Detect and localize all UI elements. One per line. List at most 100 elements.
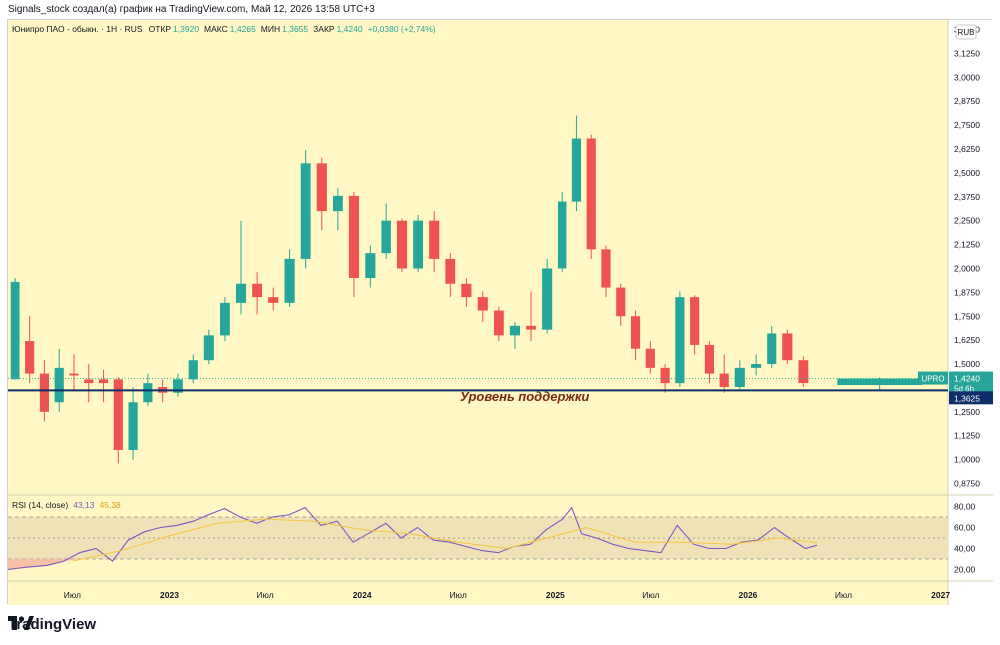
candle-body[interactable]: [542, 268, 553, 330]
candle-body[interactable]: [586, 138, 596, 250]
price-tick-label: 0,8750: [954, 478, 980, 488]
ticker-badge[interactable]: [918, 371, 948, 385]
rsi-line[interactable]: [8, 506, 818, 571]
time-axis-label: Июл: [835, 590, 852, 600]
candle-body[interactable]: [268, 297, 279, 303]
candle-body[interactable]: [557, 201, 567, 269]
candle-body[interactable]: [10, 281, 20, 380]
price-tick-label: 1,8750: [954, 287, 980, 297]
rsi-tick-label: 20,00: [954, 565, 976, 575]
time-axis-label: Июл: [64, 590, 81, 600]
legend-close-label: ЗАКР: [313, 24, 335, 34]
candle-body[interactable]: [837, 378, 923, 386]
candle-body[interactable]: [616, 287, 626, 317]
candle-body[interactable]: [767, 333, 777, 365]
time-axis-label: 2023: [160, 590, 179, 600]
candle-body[interactable]: [734, 367, 745, 387]
chart-svg[interactable]: 0,87501,00001,12501,25001,37501,50001,62…: [8, 20, 993, 605]
candle-body[interactable]: [413, 220, 424, 269]
candle-body[interactable]: [396, 220, 408, 269]
price-tick-label: 2,8750: [954, 96, 980, 106]
price-tick-label: 2,1250: [954, 240, 980, 250]
candle-body[interactable]: [798, 360, 809, 384]
candle-body[interactable]: [98, 379, 109, 384]
candle-body[interactable]: [300, 163, 311, 259]
time-axis-label: 2025: [546, 590, 565, 600]
author-line: Signals_stock создал(а) график на Tradin…: [8, 4, 375, 15]
candle-body[interactable]: [173, 379, 183, 393]
candle-body[interactable]: [39, 373, 49, 412]
candle-body[interactable]: [25, 341, 35, 374]
candle-body[interactable]: [477, 297, 488, 311]
candle-body[interactable]: [719, 373, 729, 387]
price-tick-label: 1,7500: [954, 311, 980, 321]
price-tick-label: 2,5000: [954, 168, 980, 178]
candle-body[interactable]: [84, 379, 94, 384]
candle-body[interactable]: [284, 258, 295, 303]
candle-body[interactable]: [493, 310, 504, 336]
candle-body[interactable]: [751, 364, 762, 368]
rsi-ma-line[interactable]: [72, 518, 818, 562]
candle-body[interactable]: [601, 249, 611, 288]
legend-symbol: Юнипро ПАО - обыкн. · 1Н · RUS: [12, 24, 143, 34]
candle-body[interactable]: [220, 302, 230, 336]
currency-badge[interactable]: [955, 24, 977, 40]
candle-body[interactable]: [526, 325, 536, 330]
price-tick-label: 3,0000: [954, 72, 980, 82]
candle-body[interactable]: [54, 367, 64, 403]
support-price-label: 1,3625: [954, 393, 980, 403]
candle-body[interactable]: [571, 138, 582, 202]
candle-body[interactable]: [365, 253, 376, 279]
candle-body[interactable]: [445, 258, 456, 284]
tradingview-logo[interactable]: TradingView: [8, 616, 96, 633]
candle-body[interactable]: [332, 195, 343, 212]
candle-body[interactable]: [69, 373, 79, 376]
candle-body[interactable]: [113, 379, 123, 451]
candle-body[interactable]: [675, 297, 685, 384]
candle-body[interactable]: [645, 348, 655, 368]
candle-body[interactable]: [660, 367, 670, 384]
candle-body[interactable]: [348, 195, 360, 279]
candle-body[interactable]: [690, 297, 700, 345]
legend-change-value: +0,0380 (+2,74%): [368, 24, 436, 34]
price-tick-label: 1,5000: [954, 359, 980, 369]
ticker-badge-label: UPRO: [921, 375, 944, 384]
time-axis-label: Июл: [256, 590, 273, 600]
support-price-badge[interactable]: [949, 391, 993, 405]
rsi-label: RSI (14, close): [12, 500, 68, 510]
rsi-ma-value: 45,38: [100, 500, 122, 510]
time-axis-label: 2027: [931, 590, 950, 600]
last-price-badge[interactable]: [949, 371, 993, 395]
support-annotation: Уровень поддержки: [460, 389, 589, 404]
candle-body[interactable]: [429, 220, 440, 259]
rsi-tick-label: 80,00: [954, 502, 976, 512]
candle-body[interactable]: [704, 344, 715, 374]
price-tick-label: 2,6250: [954, 144, 980, 154]
legend-low-value: 1,3655: [282, 24, 308, 34]
candle-body[interactable]: [252, 283, 263, 298]
candle-body[interactable]: [782, 333, 793, 361]
price-tick-label: 1,1250: [954, 431, 980, 441]
legend-high-label: МАКС: [204, 24, 228, 34]
price-tick-label: 2,0000: [954, 263, 980, 273]
rsi-value: 43,13: [73, 500, 95, 510]
candle-body[interactable]: [235, 283, 247, 303]
time-axis-label: Июл: [642, 590, 659, 600]
last-price-label: 1,4240: [954, 374, 980, 384]
chart-frame[interactable]: 0,87501,00001,12501,25001,37501,50001,62…: [7, 19, 993, 605]
candle-body[interactable]: [203, 335, 214, 361]
time-axis-label: 2026: [739, 590, 758, 600]
legend-low-label: МИН: [261, 24, 280, 34]
price-tick-label: 2,3750: [954, 192, 980, 202]
legend-close-value: 1,4240: [337, 24, 363, 34]
candle-body[interactable]: [128, 402, 138, 451]
candle-body[interactable]: [316, 163, 327, 212]
candle-body[interactable]: [143, 383, 153, 403]
price-tick-label: 1,6250: [954, 335, 980, 345]
candle-body[interactable]: [630, 316, 641, 349]
candle-body[interactable]: [188, 360, 198, 380]
candle-body[interactable]: [461, 283, 472, 298]
legend-open-label: ОТКР: [149, 24, 172, 34]
candle-body[interactable]: [381, 220, 391, 254]
candle-body[interactable]: [509, 325, 521, 336]
